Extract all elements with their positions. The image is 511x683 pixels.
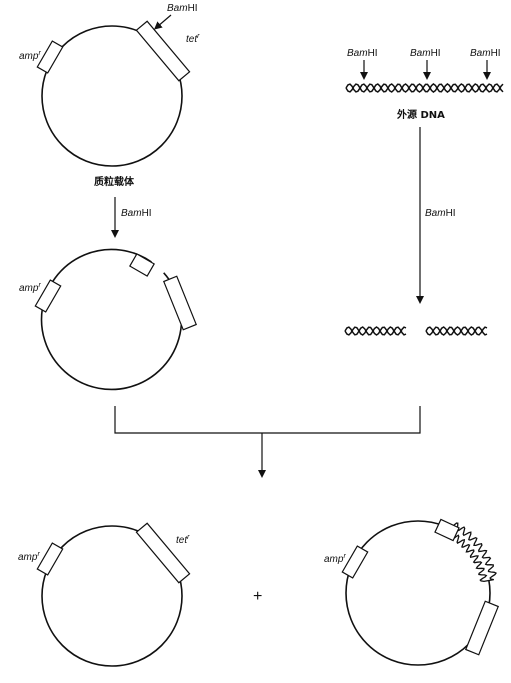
plus-sign: + xyxy=(253,588,262,605)
recombinant-plasmid-group: ampr xyxy=(324,518,500,666)
bamhi-site-arrow xyxy=(153,14,172,30)
foreign-dna-fragment-1-strand-a xyxy=(344,326,407,336)
cut-plasmid-circle xyxy=(40,248,183,391)
plasmid-vector-caption: 质粒载体 xyxy=(94,175,135,188)
amp-label: ampr xyxy=(19,50,41,62)
plasmid-vector-group: ampr tetr BamHI xyxy=(19,3,200,167)
religated-vector-group: ampr tetr xyxy=(18,522,191,667)
foreign-dna-strand-b xyxy=(345,83,504,93)
cut-tet-fragment-a xyxy=(129,253,155,277)
vector-digest-enzyme-label: BamHI xyxy=(121,208,152,219)
foreign-dna-caption: 外源 DNA xyxy=(396,108,445,121)
foreign-dna-strand-a xyxy=(345,83,504,93)
recombinant-amp-label: ampr xyxy=(324,553,346,565)
tet-resistance-box xyxy=(135,20,191,82)
cut-plasmid-group: ampr xyxy=(19,248,198,391)
religated-tet-box xyxy=(135,522,191,584)
amp-resistance-box xyxy=(36,40,64,74)
ligation-bracket xyxy=(114,406,421,434)
plasmid-vector-circle xyxy=(41,25,183,167)
bamhi-label-1: BamHI xyxy=(347,48,378,59)
foreign-digest-enzyme-label: BamHI xyxy=(425,208,456,219)
bamhi-label-3: BamHI xyxy=(470,48,501,59)
religated-amp-label: ampr xyxy=(18,551,40,563)
bamhi-label-2: BamHI xyxy=(410,48,441,59)
foreign-dna-fragment-2-strand-a xyxy=(425,326,488,336)
tet-label: tetr xyxy=(186,33,200,45)
cut-amp-box xyxy=(34,279,62,313)
religated-tet-label: tetr xyxy=(176,534,190,546)
cut-tet-fragment-b xyxy=(162,275,198,331)
inserted-foreign-dna xyxy=(448,522,497,583)
religated-vector-circle xyxy=(41,525,183,667)
recombinant-tet-fragment-b xyxy=(464,600,500,656)
recombinant-tet-fragment-a xyxy=(434,518,460,542)
recombinant-plasmid-circle xyxy=(345,520,491,666)
foreign-dna-group: BamHI BamHI BamHI 外源 DNA xyxy=(345,48,504,121)
foreign-dna-fragment-2-strand-b xyxy=(425,326,488,336)
cut-amp-label: ampr xyxy=(19,282,41,294)
foreign-dna-fragment-1-strand-b xyxy=(344,326,407,336)
recombinant-amp-box xyxy=(341,545,369,579)
bamhi-site-label: BamHI xyxy=(167,3,198,14)
religated-amp-box xyxy=(36,542,64,576)
